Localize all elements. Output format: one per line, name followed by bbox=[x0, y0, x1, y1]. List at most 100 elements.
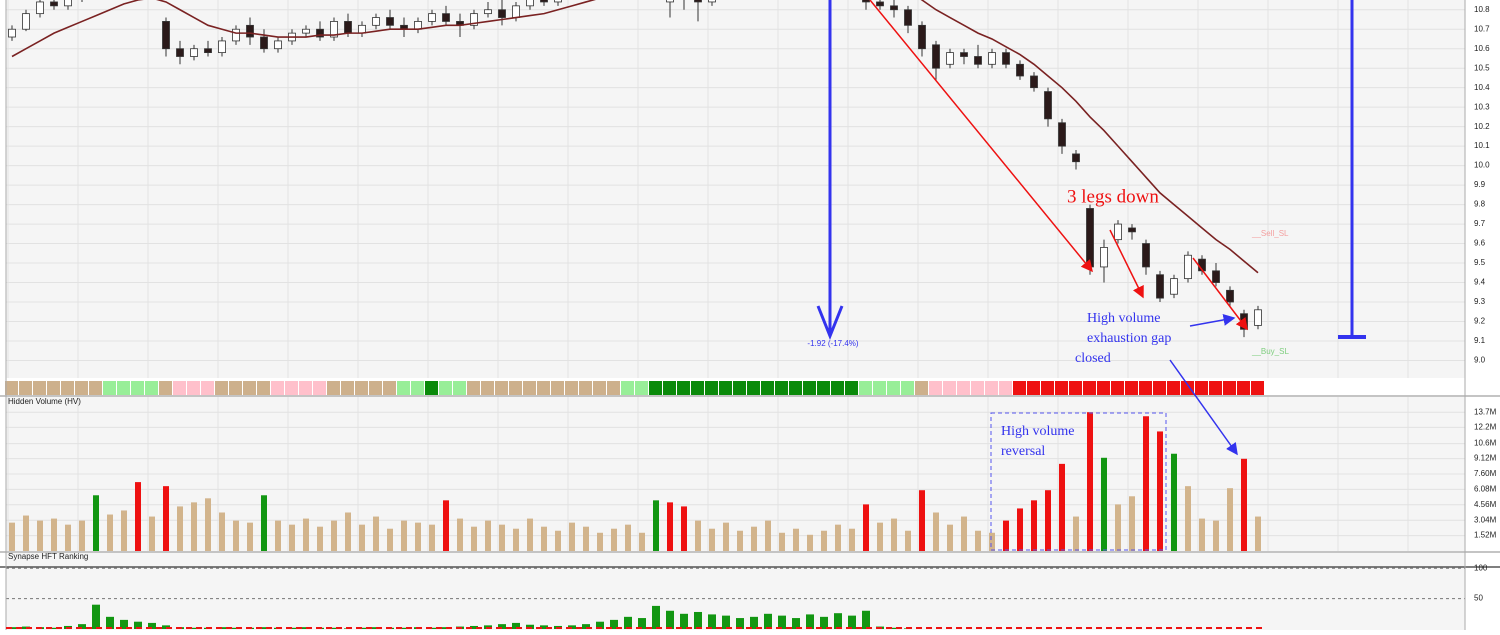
candle-body bbox=[526, 0, 534, 7]
candle-body bbox=[358, 24, 366, 34]
candle-body bbox=[1226, 289, 1234, 303]
volume-bar bbox=[1171, 453, 1177, 551]
candle-body bbox=[484, 9, 492, 15]
volume-bar bbox=[1003, 520, 1009, 551]
signal-cell bbox=[593, 381, 606, 395]
ranking-bar bbox=[848, 615, 856, 629]
candle-body bbox=[372, 17, 380, 26]
volume-bar bbox=[37, 520, 43, 551]
ranking-bar bbox=[708, 614, 716, 629]
candle-body bbox=[442, 13, 450, 22]
signal-cell bbox=[1069, 381, 1082, 395]
ranking-bar bbox=[260, 627, 268, 629]
candle-body bbox=[204, 48, 212, 54]
annotation: reversal bbox=[1001, 444, 1045, 459]
signal-cell bbox=[607, 381, 620, 395]
signal-cell bbox=[943, 381, 956, 395]
volume-bar bbox=[205, 498, 211, 551]
volume-bar bbox=[1185, 486, 1191, 551]
candle-body bbox=[414, 21, 422, 30]
signal-cell bbox=[1013, 381, 1026, 395]
signal-cell bbox=[1181, 381, 1194, 395]
ranking-bar bbox=[806, 614, 814, 629]
signal-cell bbox=[397, 381, 410, 395]
volume-bar bbox=[373, 516, 379, 551]
signal-cell bbox=[873, 381, 886, 395]
ranking-bar bbox=[820, 616, 828, 629]
candle-body bbox=[316, 28, 324, 38]
volume-bar bbox=[583, 526, 589, 551]
signal-cell bbox=[271, 381, 284, 395]
candle-body bbox=[428, 13, 436, 22]
signal-cell bbox=[803, 381, 816, 395]
y-tick-label: 10.1 bbox=[1474, 141, 1490, 150]
volume-bar bbox=[835, 524, 841, 551]
volume-bar bbox=[933, 512, 939, 551]
moving-average bbox=[11, 0, 1259, 274]
volume-bar bbox=[9, 522, 15, 551]
signal-cell bbox=[257, 381, 270, 395]
lower-panels bbox=[5, 381, 1264, 629]
signal-cell bbox=[859, 381, 872, 395]
signal-cell bbox=[621, 381, 634, 395]
ranking-bar bbox=[694, 611, 702, 629]
signal-cell bbox=[845, 381, 858, 395]
y-tick-label: 4.56M bbox=[1474, 500, 1497, 509]
y-tick-label: 9.5 bbox=[1474, 258, 1486, 267]
ranking-bar bbox=[134, 621, 142, 629]
candle-body bbox=[218, 40, 226, 54]
signal-cell bbox=[691, 381, 704, 395]
candle-body bbox=[1058, 122, 1066, 147]
y-tick-label: 10.0 bbox=[1474, 161, 1490, 170]
volume-bar bbox=[961, 516, 967, 551]
signal-cell bbox=[677, 381, 690, 395]
ranking-bar bbox=[148, 622, 156, 629]
ranking-bar bbox=[498, 624, 506, 629]
volume-bar bbox=[625, 524, 631, 551]
signal-cell bbox=[103, 381, 116, 395]
signal-cell bbox=[1027, 381, 1040, 395]
volume-bar bbox=[149, 516, 155, 551]
signal-cell bbox=[495, 381, 508, 395]
ranking-bar bbox=[666, 610, 674, 629]
volume-bar bbox=[443, 500, 449, 551]
signal-cell bbox=[971, 381, 984, 395]
signal-cell bbox=[551, 381, 564, 395]
y-tick-label: 10.2 bbox=[1474, 122, 1490, 131]
volume-bar bbox=[1101, 457, 1107, 551]
signal-cell bbox=[705, 381, 718, 395]
signal-cell bbox=[1041, 381, 1054, 395]
signal-cell bbox=[999, 381, 1012, 395]
volume-bar bbox=[485, 520, 491, 551]
y-tick-label: 9.1 bbox=[1474, 336, 1486, 345]
volume-bar bbox=[51, 518, 57, 551]
candle-body bbox=[344, 21, 352, 34]
leg-arrow bbox=[1192, 257, 1248, 331]
candle-body bbox=[1044, 91, 1052, 120]
signal-cell bbox=[1195, 381, 1208, 395]
candle-body bbox=[274, 40, 282, 50]
signal-cell bbox=[75, 381, 88, 395]
ranking-bar bbox=[764, 613, 772, 629]
ranking-bar bbox=[638, 618, 646, 629]
signal-cell bbox=[887, 381, 900, 395]
ranking-bar bbox=[862, 610, 870, 629]
annotation: __Buy_SL bbox=[1251, 347, 1289, 356]
candle-body bbox=[1184, 254, 1192, 280]
volume-bar bbox=[1199, 518, 1205, 551]
ranking-bar bbox=[680, 613, 688, 629]
volume-bar bbox=[653, 500, 659, 551]
candle-body bbox=[904, 9, 912, 26]
ranking-bar bbox=[778, 615, 786, 629]
ranking-bar bbox=[526, 624, 534, 629]
candle-body bbox=[1086, 208, 1094, 268]
volume-bar bbox=[611, 528, 617, 551]
price-panel bbox=[6, 0, 1465, 378]
volume-bar bbox=[709, 528, 715, 551]
signal-cell bbox=[523, 381, 536, 395]
y-tick-label: 12.2M bbox=[1474, 423, 1497, 432]
signal-cell bbox=[33, 381, 46, 395]
signal-cell bbox=[19, 381, 32, 395]
y-tick-label: 9.8 bbox=[1474, 200, 1486, 209]
volume-bar bbox=[387, 528, 393, 551]
